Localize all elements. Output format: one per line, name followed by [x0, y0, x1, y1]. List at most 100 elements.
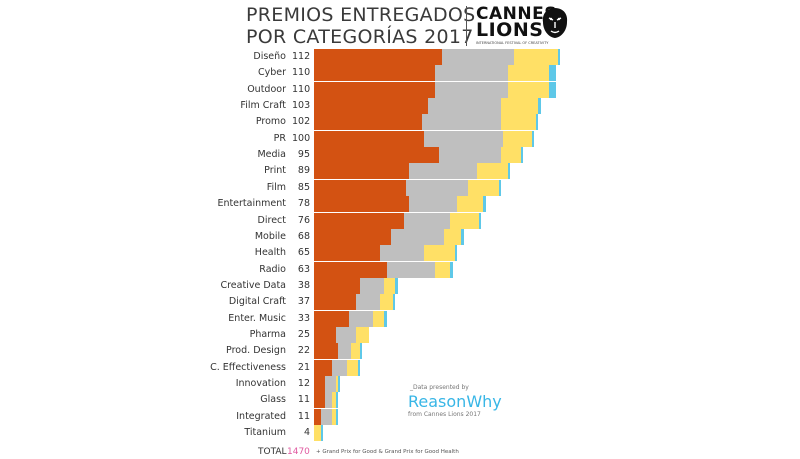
total-value: 1470 [287, 447, 310, 457]
bar-segment-gold [351, 343, 361, 360]
bar-segment-bronze [314, 376, 325, 392]
bar-segment-silver [408, 196, 457, 213]
bar-row: Promo 102 [0, 114, 800, 131]
bar-row: Innovation 12 [0, 376, 800, 392]
bar-segment-bronze [314, 261, 387, 278]
bar-segment-silver [331, 359, 347, 376]
category-total: 38 [297, 279, 310, 291]
category-total: 102 [292, 116, 311, 128]
bar-segment-bronze [314, 408, 321, 425]
bar-segment-bronze [314, 114, 422, 131]
bar-segment-silver [360, 277, 385, 294]
bar-segment-bronze [314, 228, 391, 245]
bar-segment-gold [476, 163, 508, 180]
category-total: 110 [292, 83, 311, 95]
bar-segment-bronze [314, 245, 380, 262]
bar-segment-silver [349, 310, 374, 327]
category-total: 22 [297, 345, 310, 357]
bar-segment-grand-prix [549, 81, 556, 98]
reasonwhy-logo: ReasonWhy [408, 393, 518, 411]
title-divider [466, 6, 467, 46]
bar-segment-grand-prix [454, 245, 457, 262]
category-total: 11 [297, 394, 310, 406]
bar-segment-gold [507, 81, 550, 98]
category-label: Digital Craft [228, 296, 286, 308]
bar-segment-grand-prix [549, 65, 556, 82]
bar-segment-gold [514, 49, 559, 65]
bar-segment-gold [501, 114, 537, 131]
bar-segment-gold [384, 277, 396, 294]
category-label: Film [266, 181, 286, 193]
credit-presented-by: _Data presented by [410, 384, 469, 391]
bar-segment-silver [441, 49, 515, 65]
category-label: PR [273, 132, 286, 144]
brand-part1: Reason [408, 392, 467, 411]
bar-segment-grand-prix [536, 114, 539, 131]
category-label: Radio [259, 263, 286, 275]
bar-segment-gold [435, 261, 451, 278]
category-total: 78 [297, 198, 310, 210]
bar-segment-grand-prix [558, 49, 561, 65]
category-total: 33 [297, 312, 310, 324]
category-label: Entertainment [217, 198, 286, 210]
bar-row: C. Effectiveness 21 [0, 359, 800, 376]
bar-segment-bronze [314, 49, 442, 65]
bar-segment-grand-prix [450, 261, 453, 278]
bar-segment-bronze [314, 81, 435, 98]
bar-segment-grand-prix [336, 392, 339, 409]
bar-segment-bronze [314, 392, 325, 409]
logo-word-cannes: CANNES [476, 4, 557, 24]
bar-segment-gold [331, 408, 336, 425]
bar-row: Outdoor 110 [0, 81, 800, 98]
category-total: 95 [297, 149, 310, 161]
bar-segment-silver [338, 343, 352, 360]
bar-row: Entertainment 78 [0, 196, 800, 213]
bar-row: Diseño 112 [0, 49, 800, 65]
data-credit: _Data presented by ReasonWhy from Cannes… [408, 384, 518, 418]
category-label: C. Effectiveness [210, 361, 286, 373]
bar-segment-grand-prix [498, 179, 501, 196]
bar-row: Radio 63 [0, 261, 800, 278]
bar-segment-grand-prix [395, 277, 398, 294]
chart-title-line1: PREMIOS ENTREGADOS [246, 4, 476, 26]
bar-row: Media 95 [0, 147, 800, 164]
bar-segment-bronze [314, 179, 407, 196]
bar-segment-silver [325, 392, 332, 409]
bar-segment-bronze [314, 65, 435, 82]
bar-segment-grand-prix [336, 408, 339, 425]
category-total: 63 [297, 263, 310, 275]
category-label: Pharma [249, 328, 286, 340]
category-label: Mobile [254, 230, 286, 242]
bar-segment-gold [424, 245, 455, 262]
bar-segment-grand-prix [338, 376, 341, 392]
bar-row: Creative Data 38 [0, 277, 800, 294]
category-label: Health [254, 247, 286, 259]
bar-segment-grand-prix [358, 359, 361, 376]
bar-segment-grand-prix [320, 425, 323, 442]
category-label: Media [257, 149, 286, 161]
bar-segment-silver [325, 376, 336, 392]
bar-segment-silver [439, 147, 501, 164]
bar-segment-bronze [314, 326, 336, 343]
bar-segment-bronze [314, 310, 350, 327]
logo-word-lions: LIONS [476, 19, 544, 41]
bar-segment-grand-prix [393, 294, 396, 311]
category-label: Direct [257, 214, 286, 226]
bar-segment-silver [428, 98, 501, 115]
category-total: 4 [303, 427, 310, 439]
bar-row: Integrated 11 [0, 408, 800, 425]
bar-segment-grand-prix [461, 228, 464, 245]
bar-segment-silver [435, 65, 508, 82]
bar-segment-gold [501, 98, 539, 115]
bar-segment-silver [386, 261, 435, 278]
bar-row: Prod. Design 22 [0, 343, 800, 360]
category-label: Cyber [257, 67, 286, 79]
bar-segment-bronze [314, 277, 361, 294]
bar-segment-bronze [314, 163, 409, 180]
category-total: 21 [297, 361, 310, 373]
category-label: Film Craft [240, 100, 286, 112]
bar-row: Titanium 4 [0, 425, 800, 442]
bar-segment-grand-prix [520, 147, 523, 164]
bar-segment-gold [373, 310, 385, 327]
bar-segment-gold [380, 294, 394, 311]
